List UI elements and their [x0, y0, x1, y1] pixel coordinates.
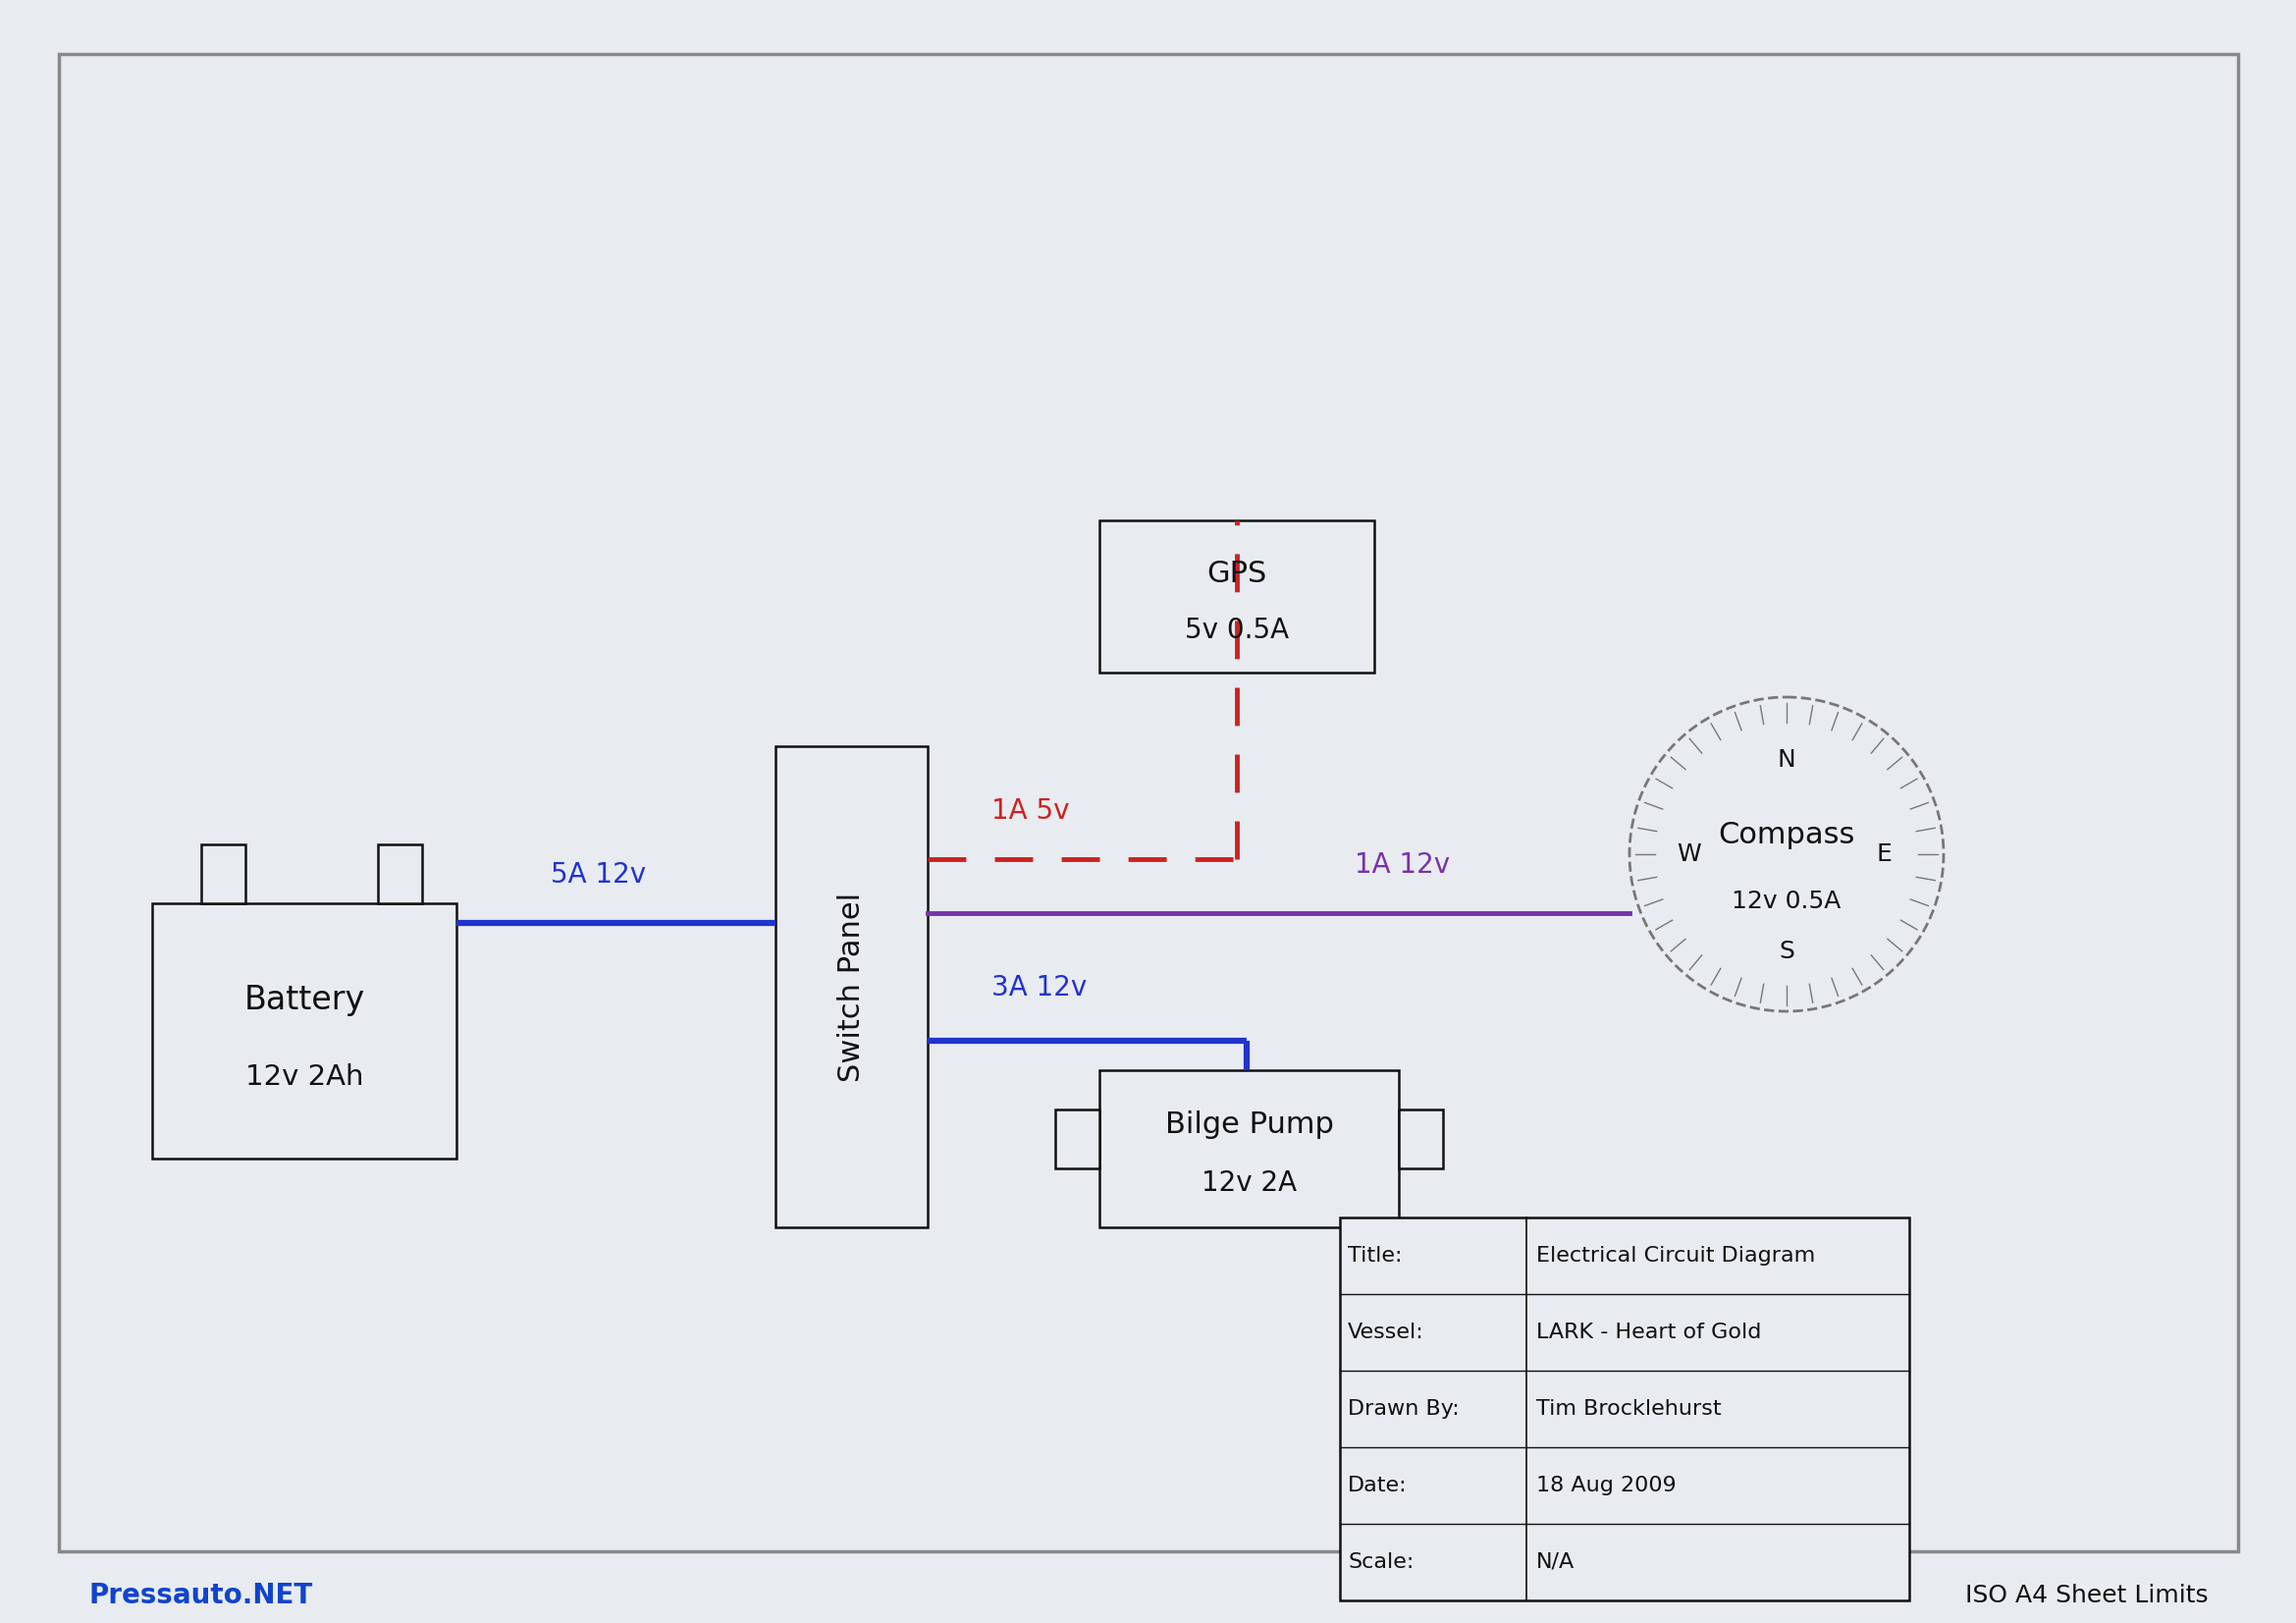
Text: Vessel:: Vessel:: [1348, 1323, 1424, 1342]
Text: Bilge Pump: Bilge Pump: [1164, 1112, 1334, 1139]
Text: Scale:: Scale:: [1348, 1552, 1414, 1573]
Text: Battery: Battery: [243, 984, 365, 1016]
Text: Electrical Circuit Diagram: Electrical Circuit Diagram: [1536, 1246, 1816, 1266]
Text: Drawn By:: Drawn By:: [1348, 1399, 1460, 1419]
Text: 3A 12v: 3A 12v: [992, 974, 1086, 1001]
Text: E: E: [1876, 842, 1892, 867]
Bar: [1100, 521, 1375, 672]
Text: N/A: N/A: [1536, 1552, 1575, 1573]
Text: 12v 2Ah: 12v 2Ah: [246, 1063, 363, 1091]
Text: Pressauto.NET: Pressauto.NET: [87, 1582, 312, 1610]
Bar: [1398, 1110, 1442, 1169]
Text: ISO A4 Sheet Limits: ISO A4 Sheet Limits: [1965, 1584, 2209, 1607]
Circle shape: [1630, 698, 1945, 1011]
Bar: [152, 904, 457, 1159]
Text: 5A 12v: 5A 12v: [551, 862, 647, 888]
Text: GPS: GPS: [1208, 560, 1267, 588]
Bar: [776, 747, 928, 1227]
Bar: [202, 844, 246, 904]
Text: W: W: [1676, 842, 1701, 867]
Text: 1A 5v: 1A 5v: [992, 797, 1070, 824]
Bar: [1056, 1110, 1100, 1169]
Text: 5v 0.5A: 5v 0.5A: [1185, 617, 1288, 644]
Bar: [379, 844, 422, 904]
Text: Compass: Compass: [1717, 821, 1855, 849]
Text: 1A 12v: 1A 12v: [1355, 852, 1451, 878]
Text: N: N: [1777, 748, 1795, 771]
Bar: [1100, 1070, 1398, 1227]
Text: LARK - Heart of Gold: LARK - Heart of Gold: [1536, 1323, 1761, 1342]
Text: S: S: [1779, 940, 1795, 964]
Text: Title:: Title:: [1348, 1246, 1403, 1266]
Text: Switch Panel: Switch Panel: [838, 893, 866, 1081]
Text: 18 Aug 2009: 18 Aug 2009: [1536, 1475, 1676, 1495]
Text: Date:: Date:: [1348, 1475, 1407, 1495]
Bar: [1341, 1217, 1910, 1600]
Text: 12v 2A: 12v 2A: [1201, 1170, 1297, 1198]
Text: 12v 0.5A: 12v 0.5A: [1731, 889, 1841, 914]
Text: Tim Brocklehurst: Tim Brocklehurst: [1536, 1399, 1722, 1419]
